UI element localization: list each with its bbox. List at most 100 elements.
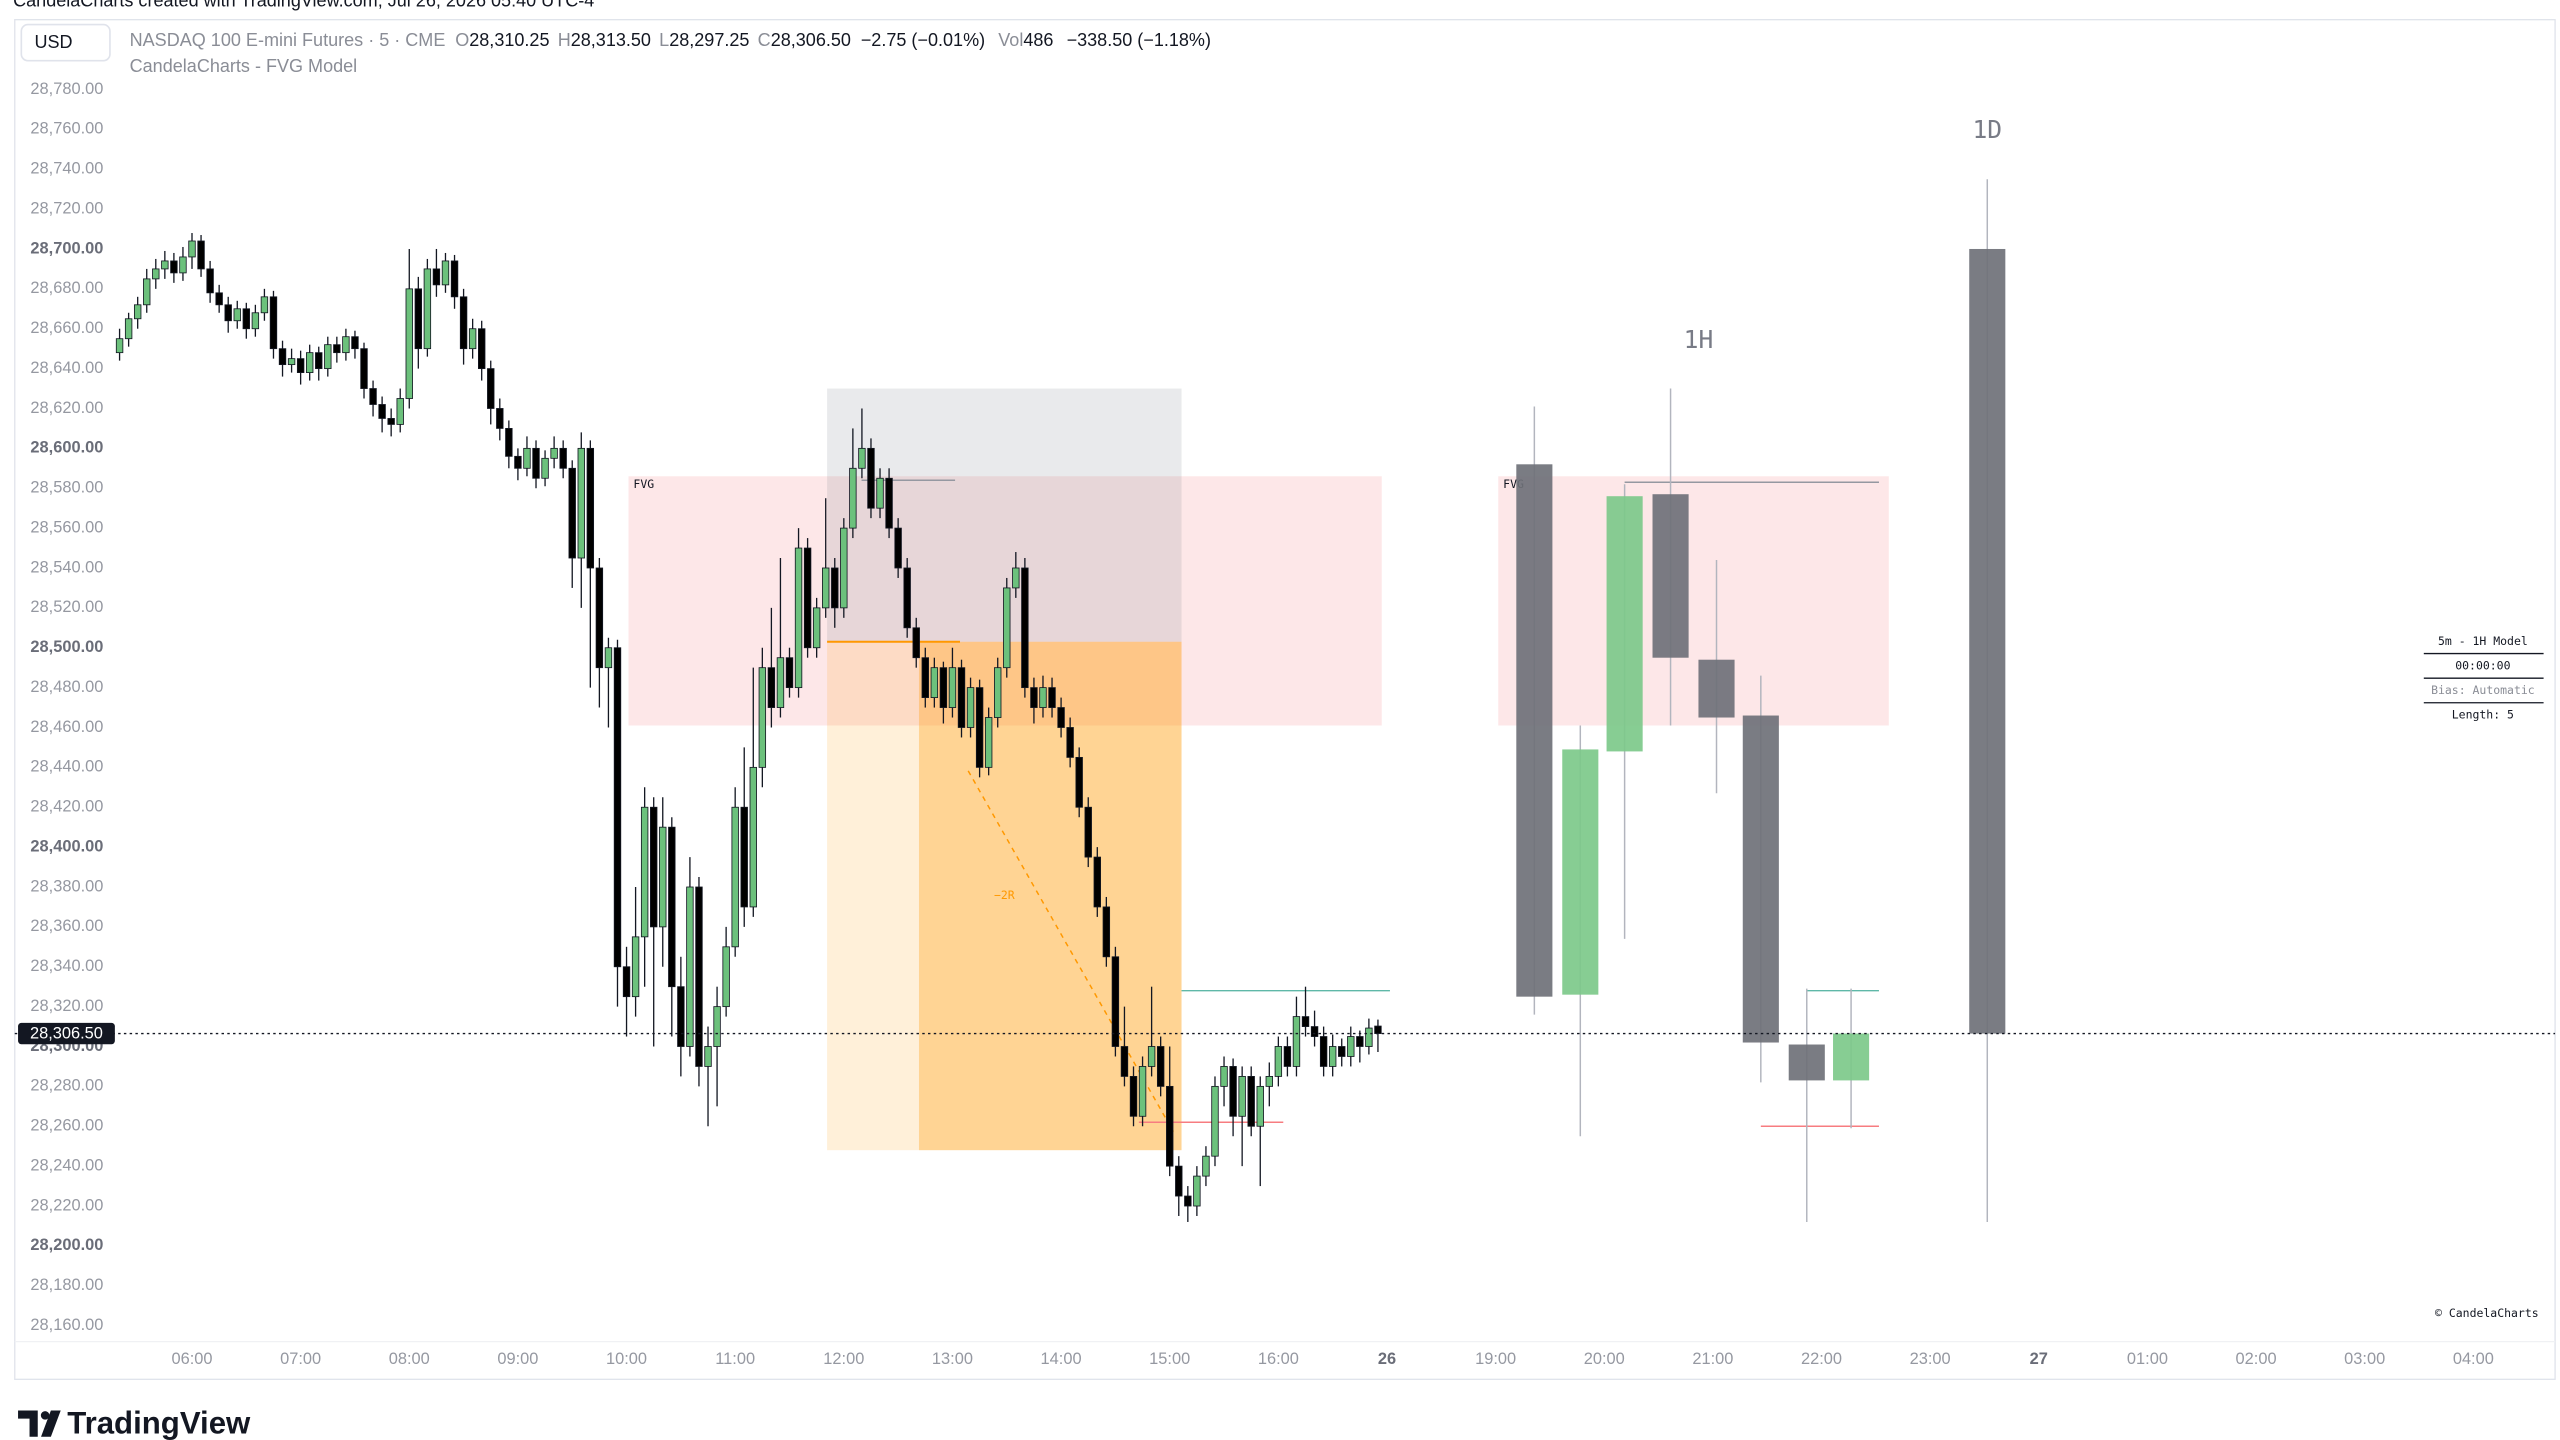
y-tick-label: 28,240.00 [30,1156,103,1174]
x-tick-label: 04:00 [2453,1350,2494,1368]
y-tick-label: 28,640.00 [30,359,103,377]
vol-value: 486 [1023,30,1053,50]
candle-body [260,296,269,314]
candle-body [1129,1076,1138,1117]
candle-body [957,667,966,728]
y-tick-label: 28,360.00 [30,917,103,935]
candle-body [1166,1085,1174,1167]
table-title: 5m - 1H Model [2438,634,2528,648]
candle-body [876,477,884,509]
candle-body [1319,1036,1328,1067]
candle-body [423,268,432,350]
attribution: CandelaCharts created with TradingView.c… [13,0,594,10]
candle-body [1310,1026,1319,1037]
candle-body [478,328,486,370]
candle-body [930,667,939,698]
candle-body [1012,567,1020,589]
target-zone [827,641,919,1151]
candle-body [1283,1046,1292,1067]
candle-body [1075,756,1083,808]
candle-body [704,1046,712,1067]
candle-body [1238,1076,1246,1117]
x-tick-label: 12:00 [823,1350,864,1368]
x-tick-label: 03:00 [2344,1350,2385,1368]
y-tick-label: 28,600.00 [30,439,103,457]
x-tick-label: 11:00 [715,1350,755,1368]
h-value: 28,313.50 [571,30,651,50]
htf-label: 1H [1684,325,1714,354]
x-tick-label: 14:00 [1041,1350,1082,1368]
candle-body [758,667,767,768]
candle-body [640,806,649,938]
candle-body [1057,707,1065,728]
candle-body [1138,1066,1147,1117]
candle-body [722,946,730,1008]
candle-body [831,567,839,609]
currency[interactable]: USD [34,32,72,52]
candle-body [713,1006,721,1047]
candle-body [278,348,287,366]
candle-body [686,886,694,1047]
y-tick-label: 28,380.00 [30,877,103,895]
candle-body [939,667,948,708]
candle-body [378,404,386,419]
o-label: O [455,30,469,50]
candle-body [396,398,404,425]
candle-body [432,268,441,286]
candle-body [315,352,323,370]
candle-body [559,447,567,469]
candle-body [1265,1076,1273,1087]
candle-body [867,447,875,509]
candle-body [1030,687,1038,708]
candle-body [459,296,468,350]
candle-body [994,667,1002,718]
candle-body [1365,1027,1373,1047]
htf-candle-body [1562,749,1599,995]
candle-body [541,457,549,479]
y-tick-label: 28,580.00 [30,479,103,497]
candle-body [233,308,241,322]
fvg-label: FVG [633,477,654,491]
candle-body [975,687,984,768]
table-timer: 00:00:00 [2455,658,2510,672]
candle-body [296,358,305,374]
y-tick-label: 28,620.00 [30,399,103,417]
y-tick-label: 28,500.00 [30,638,103,656]
candle-body [776,657,785,708]
x-tick-label: 21:00 [1692,1350,1733,1368]
l-value: 28,297.25 [669,30,749,50]
candle-body [152,268,160,280]
candle-body [1220,1066,1228,1087]
candle-body [613,647,622,968]
htf-label: 1D [1972,115,2002,144]
x-tick-label: 27 [2030,1350,2048,1368]
candle-body [659,826,667,928]
candle-body [1102,906,1111,958]
candle-body [197,240,205,270]
candle-body [812,607,821,649]
candle-body [749,766,757,908]
htf-candle-body [1698,659,1735,718]
last-price-label: 28,306.50 [30,1025,103,1043]
candle-body [387,418,395,425]
candle-body [650,806,658,928]
candle-body [1292,1016,1301,1067]
candle-body [885,477,893,529]
candle-body [1256,1085,1264,1127]
x-tick-label: 22:00 [1801,1350,1842,1368]
currency-button[interactable] [20,23,111,62]
candle-body [215,292,223,306]
position-label: −2R [994,888,1015,902]
y-tick-label: 28,340.00 [30,957,103,975]
table-bias: Bias: Automatic [2431,683,2535,697]
candle-body [948,667,957,708]
y-tick-label: 28,180.00 [30,1276,103,1294]
symbol: NASDAQ 100 E-mini Futures · 5 · CME [130,30,446,50]
candle-body [1003,587,1011,669]
candle-body [1247,1076,1255,1127]
legend: NASDAQ 100 E-mini Futures · 5 · CME O 28,3… [130,30,1211,50]
candle-body [1328,1046,1337,1067]
table-length: Length: 5 [2452,708,2514,722]
htf-candle-body [1833,1033,1870,1081]
